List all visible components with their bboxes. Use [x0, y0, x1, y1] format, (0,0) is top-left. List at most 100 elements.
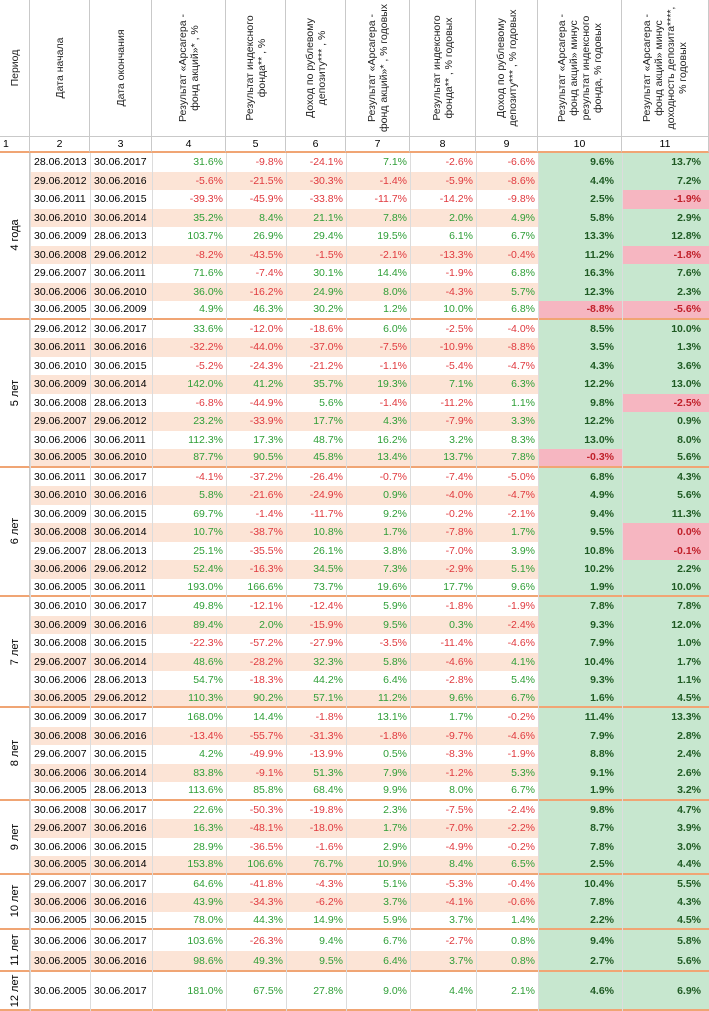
- end-date-cell: 30.06.2009: [94, 303, 147, 316]
- value-cell: 52.4%: [193, 563, 223, 576]
- end-date-cell: 30.06.2014: [94, 211, 147, 224]
- table-row: 30.06.2011 30.06.2017 -4.1% -37.2% -26.4% -0.…: [30, 467, 709, 486]
- start-date-cell: 30.06.2006: [34, 433, 87, 446]
- header-fund-result: Результат «Арсагера - фонд акций»* , %: [152, 0, 226, 137]
- value-cell: 153.8%: [187, 858, 223, 871]
- value-cell: -11.7%: [310, 507, 344, 520]
- column-number: 4: [152, 137, 226, 153]
- value-cell: -7.5%: [379, 341, 407, 354]
- value-cell: 21.1%: [313, 211, 343, 224]
- start-date-cell: 30.06.2005: [34, 913, 87, 926]
- end-date-cell: 30.06.2016: [94, 618, 147, 631]
- start-date-cell: 30.06.2010: [34, 600, 87, 613]
- start-date-cell: 29.06.2007: [34, 415, 87, 428]
- value-cell: 5.1%: [511, 563, 535, 576]
- value-cell: 3.7%: [383, 896, 407, 909]
- value-cell: 43.9%: [193, 896, 223, 909]
- value-cell: -48.1%: [249, 822, 283, 835]
- value-cell: 9.8%: [538, 800, 622, 819]
- table-row: 28.06.2013 30.06.2017 31.6% -9.8% -24.1% 7.1%…: [30, 153, 709, 172]
- value-cell: -4.1%: [195, 470, 223, 483]
- value-cell: -33.8%: [309, 193, 343, 206]
- table-row: 30.06.2005 30.06.2010 87.7% 90.5% 45.8% 13.4%…: [30, 449, 709, 468]
- value-cell: 7.3%: [383, 563, 407, 576]
- value-cell: 35.2%: [193, 211, 223, 224]
- value-cell: -2.5%: [622, 393, 709, 412]
- start-date-cell: 30.06.2005: [34, 984, 87, 997]
- value-cell: 9.5%: [319, 954, 343, 967]
- value-cell: -24.1%: [309, 156, 343, 169]
- end-date-cell: 30.06.2010: [94, 451, 147, 464]
- value-cell: -36.5%: [249, 840, 283, 853]
- end-date-cell: 29.06.2012: [94, 563, 147, 576]
- end-date-cell: 30.06.2016: [94, 341, 147, 354]
- value-cell: 4.3%: [622, 467, 709, 486]
- value-cell: 12.8%: [622, 227, 709, 246]
- value-cell: 24.9%: [313, 285, 343, 298]
- value-cell: 12.3%: [538, 282, 622, 301]
- value-cell: 6.4%: [383, 954, 407, 967]
- column-divider: [476, 153, 477, 1011]
- column-number: 6: [286, 137, 346, 153]
- value-cell: 3.8%: [383, 544, 407, 557]
- start-date-cell: 29.06.2007: [34, 822, 87, 835]
- value-cell: -13.9%: [309, 748, 343, 761]
- value-cell: 48.7%: [313, 433, 343, 446]
- end-date-cell: 30.06.2015: [94, 507, 147, 520]
- value-cell: -7.4%: [255, 267, 283, 280]
- end-date-cell: 30.06.2011: [94, 267, 146, 280]
- value-cell: 0.3%: [449, 618, 473, 631]
- end-date-cell: 30.06.2016: [94, 174, 147, 187]
- start-date-cell: 30.06.2010: [34, 211, 87, 224]
- value-cell: 23.2%: [193, 415, 223, 428]
- start-date-cell: 29.06.2007: [34, 267, 87, 280]
- start-date-cell: 30.06.2005: [34, 691, 87, 704]
- value-cell: -22.3%: [189, 637, 223, 650]
- value-cell: -38.7%: [249, 526, 283, 539]
- value-cell: -7.0%: [445, 822, 473, 835]
- value-cell: 9.4%: [538, 504, 622, 523]
- value-cell: 14.9%: [313, 913, 343, 926]
- value-cell: 19.5%: [377, 230, 407, 243]
- value-cell: 10.7%: [193, 526, 223, 539]
- value-cell: 1.1%: [511, 396, 535, 409]
- end-date-cell: 30.06.2014: [94, 858, 147, 871]
- table-row: 30.06.2008 30.06.2015 -22.3% -57.2% -27.9% -3…: [30, 634, 709, 653]
- column-number: 7: [346, 137, 410, 153]
- value-cell: 7.8%: [538, 837, 622, 856]
- table-row: 30.06.2009 30.06.2016 89.4% 2.0% -15.9% 9.5% 0…: [30, 615, 709, 634]
- value-cell: -1.9%: [507, 748, 535, 761]
- column-number: 8: [410, 137, 476, 153]
- value-cell: 9.6%: [511, 580, 535, 593]
- start-date-cell: 30.06.2006: [34, 766, 87, 779]
- value-cell: -4.7%: [507, 359, 535, 372]
- value-cell: 2.7%: [538, 951, 622, 970]
- value-cell: 9.6%: [449, 691, 473, 704]
- value-cell: 46.3%: [253, 303, 283, 316]
- value-cell: 10.0%: [622, 578, 709, 595]
- value-cell: 0.9%: [622, 412, 709, 431]
- value-cell: 13.0%: [538, 430, 622, 449]
- value-cell: -30.3%: [309, 174, 343, 187]
- value-cell: 181.0%: [187, 984, 223, 997]
- value-cell: -45.9%: [249, 193, 283, 206]
- value-cell: -2.4%: [507, 803, 535, 816]
- header-deposit-income: Доход по рублевому депозиту*** , %: [286, 0, 346, 137]
- value-cell: 4.3%: [538, 356, 622, 375]
- period-group-label: 12 лет: [0, 972, 30, 1011]
- column-number: 9: [476, 137, 538, 153]
- value-cell: -8.8%: [538, 301, 622, 318]
- value-cell: 2.0%: [259, 618, 283, 631]
- start-date-cell: 29.06.2007: [34, 655, 87, 668]
- value-cell: -37.0%: [309, 341, 343, 354]
- start-date-cell: 30.06.2006: [34, 896, 87, 909]
- value-cell: -5.2%: [195, 359, 223, 372]
- start-date-cell: 30.06.2008: [34, 803, 87, 816]
- value-cell: 34.5%: [313, 563, 343, 576]
- period-group-label: 4 года: [0, 153, 30, 320]
- column-number: 1: [0, 137, 30, 153]
- value-cell: 3.7%: [449, 954, 473, 967]
- end-date-cell: 30.06.2017: [94, 877, 147, 890]
- end-date-cell: 30.06.2016: [94, 729, 147, 742]
- value-cell: 1.4%: [511, 913, 535, 926]
